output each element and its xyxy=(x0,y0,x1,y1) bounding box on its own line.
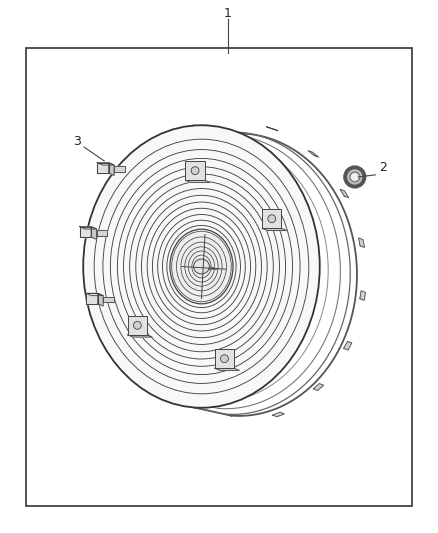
Polygon shape xyxy=(344,342,352,350)
Text: 1: 1 xyxy=(224,7,232,20)
Polygon shape xyxy=(194,266,217,269)
Polygon shape xyxy=(97,163,114,165)
Polygon shape xyxy=(97,230,107,236)
Ellipse shape xyxy=(194,259,209,274)
Polygon shape xyxy=(86,293,98,304)
Polygon shape xyxy=(313,384,324,391)
Polygon shape xyxy=(215,368,239,370)
Text: 2: 2 xyxy=(379,161,387,174)
Polygon shape xyxy=(86,293,103,296)
Ellipse shape xyxy=(83,125,320,408)
Polygon shape xyxy=(272,412,284,417)
Circle shape xyxy=(134,321,141,329)
Circle shape xyxy=(350,172,360,182)
FancyBboxPatch shape xyxy=(128,316,147,335)
Ellipse shape xyxy=(170,229,233,304)
Polygon shape xyxy=(185,180,210,182)
Polygon shape xyxy=(91,227,97,239)
Polygon shape xyxy=(103,297,114,302)
Polygon shape xyxy=(114,166,125,172)
Polygon shape xyxy=(98,293,103,306)
Circle shape xyxy=(345,167,364,187)
Bar xyxy=(26,48,412,506)
Polygon shape xyxy=(262,228,287,230)
Polygon shape xyxy=(80,227,91,237)
FancyBboxPatch shape xyxy=(185,161,205,180)
Circle shape xyxy=(220,355,228,362)
Polygon shape xyxy=(80,227,97,229)
FancyBboxPatch shape xyxy=(215,349,234,368)
Polygon shape xyxy=(266,127,278,131)
Circle shape xyxy=(268,215,276,223)
Polygon shape xyxy=(360,291,365,300)
Polygon shape xyxy=(97,163,109,173)
Polygon shape xyxy=(359,238,364,247)
Polygon shape xyxy=(109,163,114,175)
Polygon shape xyxy=(128,335,152,337)
FancyBboxPatch shape xyxy=(262,209,282,228)
Polygon shape xyxy=(308,151,318,157)
Circle shape xyxy=(191,167,199,175)
Polygon shape xyxy=(340,189,349,198)
Text: 3: 3 xyxy=(73,135,81,148)
